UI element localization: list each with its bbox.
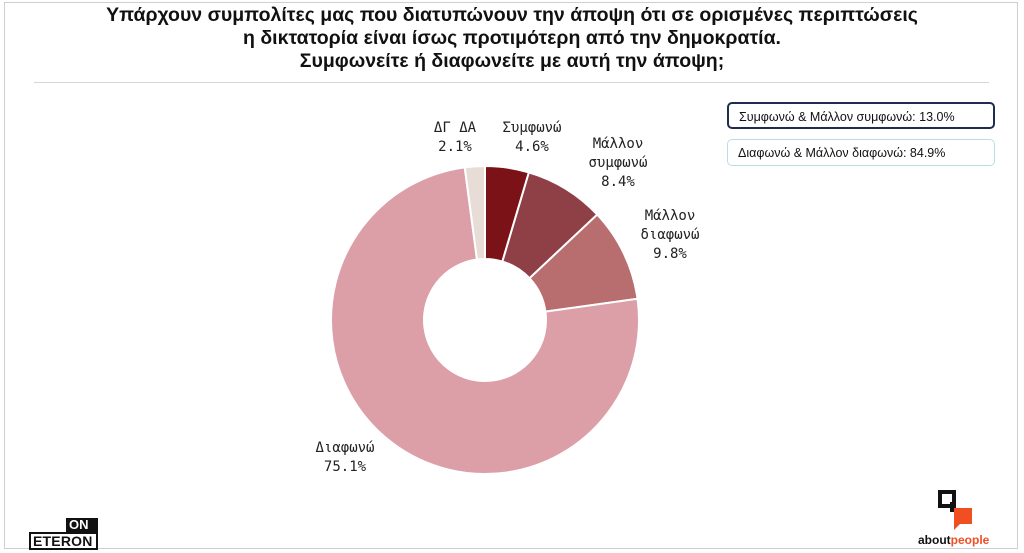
donut-labels: Συμφωνώ 4.6% Μάλλον συμφωνώ 8.4% Μάλλον διαφων… <box>315 120 699 475</box>
donut-slices <box>330 164 640 475</box>
chart-title: Υπάρχουν συμπολίτες μας που διατυπώνουν … <box>40 4 984 73</box>
slice-label: Συμφωνώ 4.6% <box>502 120 561 155</box>
title-line-3: Συμφωνείτε ή διαφωνείτε με αυτή την άποψ… <box>299 50 725 72</box>
slice-label: Διαφωνώ 75.1% <box>315 440 374 475</box>
on-eteron-logo: ON ETERON <box>29 518 98 550</box>
title-line-1: Υπάρχουν συμπολίτες μας που διατυπώνουν … <box>106 4 918 26</box>
on-eteron-logo-top: ON <box>66 518 98 532</box>
aboutpeople-logo-icon <box>938 490 972 530</box>
summary-disagree-box: Διαφωνώ & Μάλλον διαφωνώ: 84.9% <box>727 139 995 166</box>
slice-label: ΔΓ ΔΑ 2.1% <box>434 120 477 155</box>
slice-label: Μάλλον διαφωνώ 9.8% <box>640 208 699 262</box>
donut-slice <box>463 164 486 261</box>
aboutpeople-logo-text: aboutpeople <box>918 533 989 547</box>
chart-frame <box>4 2 1018 549</box>
aboutpeople-logo-text-people: people <box>950 533 990 547</box>
donut-slice <box>330 166 640 475</box>
summary-agree-box: Συμφωνώ & Μάλλον συμφωνώ: 13.0% <box>727 102 995 129</box>
title-divider <box>34 82 989 83</box>
aboutpeople-logo-text-about: about <box>918 533 951 547</box>
title-line-2: η δικτατορία είναι ίσως προτιμότερη από … <box>243 27 781 49</box>
on-eteron-logo-bottom: ETERON <box>29 532 98 550</box>
slice-label: Μάλλον συμφωνώ 8.4% <box>588 136 647 190</box>
